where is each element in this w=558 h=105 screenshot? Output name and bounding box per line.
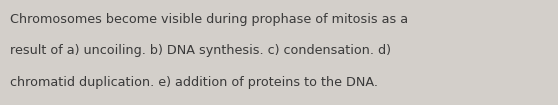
Text: result of a) uncoiling. b) DNA synthesis. c) condensation. d): result of a) uncoiling. b) DNA synthesis… [10, 44, 391, 57]
Text: Chromosomes become visible during prophase of mitosis as a: Chromosomes become visible during propha… [10, 13, 408, 26]
Text: chromatid duplication. e) addition of proteins to the DNA.: chromatid duplication. e) addition of pr… [10, 76, 378, 89]
